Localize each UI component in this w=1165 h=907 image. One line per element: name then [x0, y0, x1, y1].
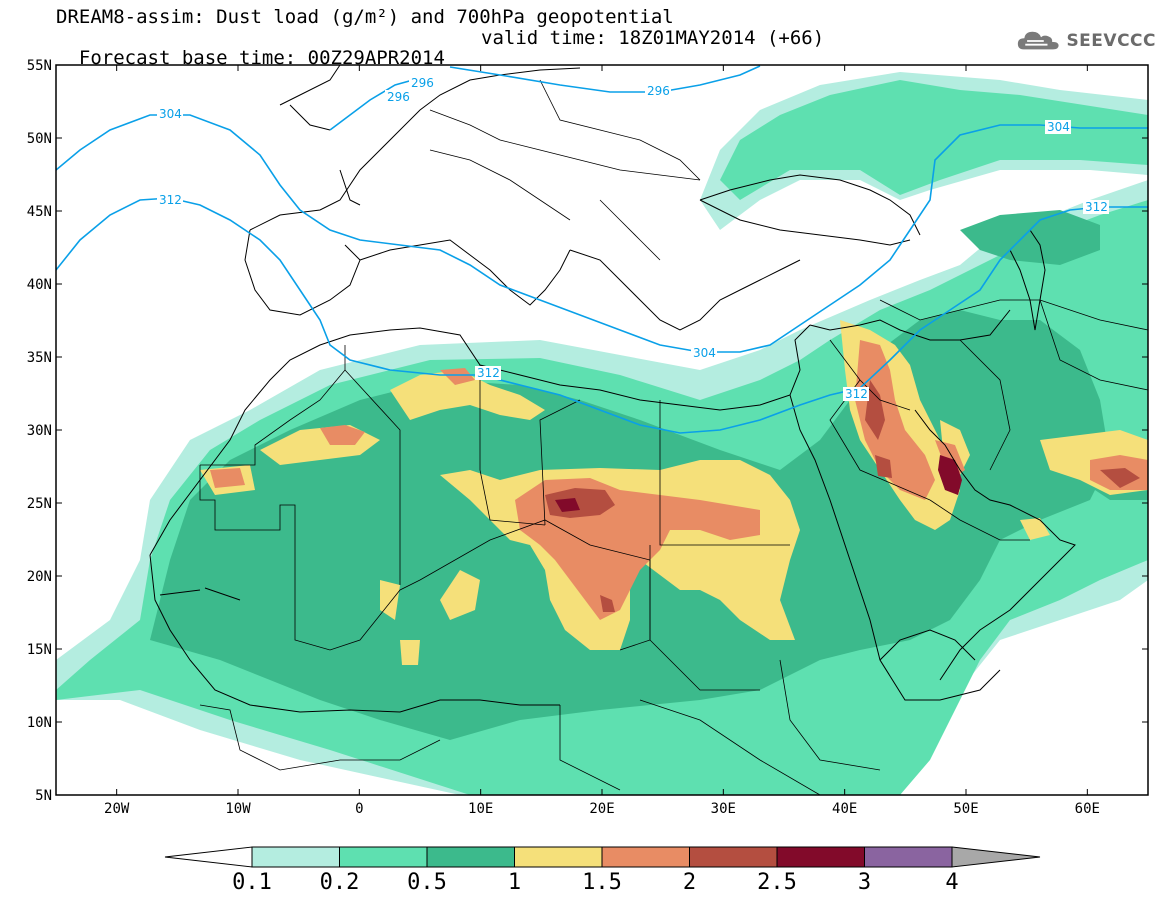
colorbar-box — [339, 846, 428, 868]
isoline-labels: 304 312 296 296 296 304 304 312 312 312 — [157, 76, 1109, 401]
forecast-base-time: Forecast base time: 00Z29APR2014 — [78, 47, 445, 69]
map-title: DREAM8-assim: Dust load (g/m²) and 700hP… — [56, 6, 674, 28]
geopotential-isolines — [56, 65, 1148, 434]
colorbar-box — [426, 846, 515, 868]
axis-ticks — [56, 64, 1148, 796]
colorbar-label: 1.5 — [582, 870, 622, 895]
logo-text: SEEVCCC — [1066, 31, 1156, 51]
isoline-label-312c: 312 — [845, 387, 868, 401]
lon-label: 20E — [589, 801, 614, 817]
seevccc-logo: SEEVCCC — [1016, 28, 1156, 54]
cloud-icon — [1017, 31, 1059, 50]
isoline-label-312b: 312 — [477, 366, 500, 380]
colorbar-label: 0.5 — [407, 870, 447, 895]
lat-label: 30N — [27, 423, 52, 439]
isoline-label-296c: 296 — [647, 84, 670, 98]
latitude-labels: 55N 50N 45N 40N 35N 30N 25N 20N 15N 10N 5N — [27, 58, 52, 804]
colorbar-box — [514, 846, 603, 868]
colorbar-box — [776, 846, 865, 868]
isoline-label-296a: 296 — [411, 76, 434, 90]
lon-label: 10W — [225, 801, 251, 817]
lon-label: 10E — [468, 801, 493, 817]
isoline-label-304a: 304 — [159, 107, 182, 121]
lat-label: 20N — [27, 569, 52, 585]
lat-label: 40N — [27, 277, 52, 293]
lat-label: 5N — [35, 788, 52, 804]
dust-level-2.5 — [555, 455, 962, 512]
lat-label: 45N — [27, 204, 52, 220]
lon-label: 0 — [355, 801, 363, 817]
colorbar-arrow-high — [951, 846, 1041, 868]
colorbar-label: 1 — [507, 870, 522, 895]
isoline-label-296b: 296 — [387, 90, 410, 104]
colorbar-label: 0.1 — [232, 870, 272, 895]
isoline-296-b — [449, 65, 761, 93]
isoline-label-312d: 312 — [1085, 200, 1108, 214]
isoline-304 — [56, 114, 1148, 353]
colorbar-label: 2 — [682, 870, 697, 895]
isoline-312 — [56, 197, 1148, 434]
colorbar-label: 3 — [857, 870, 872, 895]
colorbar — [164, 846, 1041, 868]
valid-time: valid time: 18Z01MAY2014 (+66) — [481, 27, 825, 49]
longitude-labels: 20W 10W 0 10E 20E 30E 40E 50E 60E — [104, 801, 1100, 817]
dust-field — [56, 65, 1148, 795]
colorbar-label: 0.2 — [319, 870, 360, 895]
lat-label: 50N — [27, 131, 52, 147]
lat-label: 35N — [27, 350, 52, 366]
lon-label: 50E — [953, 801, 978, 817]
isoline-label-312a: 312 — [159, 193, 182, 207]
lon-label: 40E — [832, 801, 857, 817]
lat-label: 15N — [27, 642, 52, 658]
isoline-label-304c: 304 — [693, 346, 716, 360]
colorbar-label: 4 — [945, 870, 959, 895]
lon-label: 30E — [711, 801, 736, 817]
map-time-info: Forecast base time: 00Z29APR2014 valid ti… — [56, 28, 824, 69]
colorbar-label: 2.5 — [757, 870, 797, 895]
colorbar-box — [864, 846, 953, 868]
lon-label: 20W — [104, 801, 130, 817]
lat-label: 55N — [27, 58, 52, 74]
colorbar-arrow-low — [164, 846, 253, 868]
colorbar-box — [251, 846, 340, 868]
lon-label: 60E — [1075, 801, 1100, 817]
lat-label: 10N — [27, 715, 52, 731]
colorbar-box — [601, 846, 690, 868]
country-borders — [199, 79, 1148, 795]
isoline-296-a — [329, 77, 421, 131]
isoline-label-304b: 304 — [1047, 120, 1070, 134]
lat-label: 25N — [27, 496, 52, 512]
colorbar-box — [689, 846, 778, 868]
